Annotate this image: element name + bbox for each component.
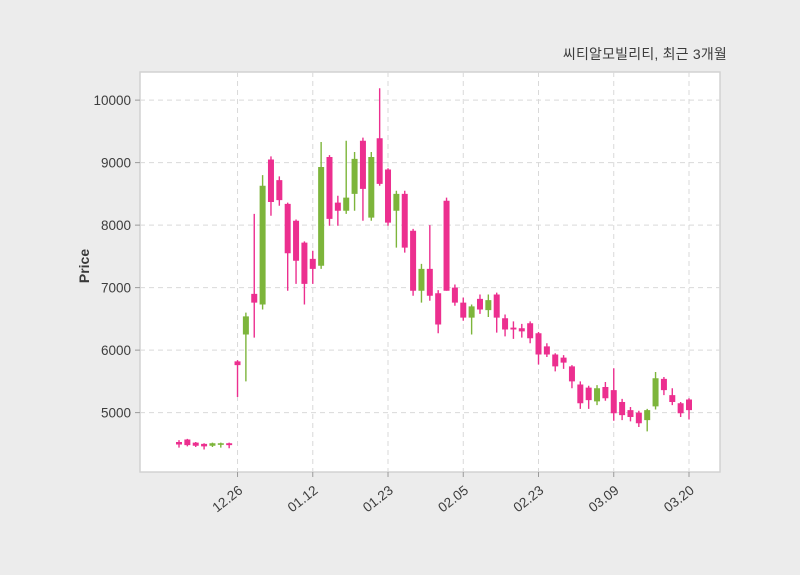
candle-body	[401, 193, 408, 248]
candle-body	[510, 327, 517, 330]
candle-body	[619, 402, 626, 416]
candle-body	[686, 399, 692, 411]
x-tick-label: 01.12	[285, 483, 321, 516]
candle-body	[351, 158, 358, 194]
candle-body	[192, 442, 199, 446]
candle-body	[226, 443, 233, 446]
x-tick-label: 12.26	[210, 483, 246, 516]
candle-body	[426, 268, 433, 296]
candle-body	[435, 293, 442, 325]
candle-body	[568, 366, 575, 382]
candle-body	[493, 294, 500, 318]
y-tick-label: 7000	[101, 281, 131, 296]
candle-body	[242, 316, 249, 335]
candle-body	[644, 410, 651, 421]
x-tick-label: 01.23	[360, 483, 396, 516]
candle-body	[443, 200, 450, 291]
x-tick-label: 03.20	[661, 483, 697, 516]
candle-body	[652, 378, 659, 407]
candle-body	[326, 157, 333, 219]
candle-body	[635, 412, 642, 424]
candle-body	[176, 442, 182, 445]
candle-body	[476, 298, 483, 310]
candle-body	[251, 293, 258, 303]
candle-body	[577, 384, 584, 404]
candle-body	[627, 410, 634, 417]
candle-body	[460, 302, 467, 318]
candle-body	[451, 287, 458, 303]
y-tick-label: 6000	[101, 343, 131, 358]
candle-body	[217, 443, 224, 445]
candle-body	[468, 306, 475, 318]
candle-body	[385, 169, 392, 223]
candle-body	[276, 180, 283, 201]
candle-body	[309, 258, 316, 269]
candle-body	[610, 390, 617, 414]
x-tick-label: 02.23	[510, 483, 546, 516]
candle-body	[410, 230, 417, 291]
x-tick-label: 03.09	[586, 483, 622, 516]
candle-body	[234, 361, 241, 366]
candle-body	[669, 395, 676, 402]
y-tick-label: 10000	[93, 93, 131, 108]
candle-body	[543, 346, 550, 355]
candle-body	[301, 242, 308, 284]
candle-body	[209, 443, 216, 446]
candle-body	[418, 268, 425, 291]
y-tick-label: 5000	[101, 406, 131, 421]
x-tick-label: 02.05	[435, 483, 471, 516]
candle-body	[594, 388, 601, 402]
candle-body	[552, 354, 559, 367]
candle-body	[485, 300, 492, 311]
chart-title: 씨티알모빌리티, 최근 3개월	[562, 46, 727, 62]
candle-body	[585, 387, 592, 401]
candle-body	[184, 439, 191, 446]
candle-body	[318, 167, 325, 266]
y-axis-label: Price	[76, 248, 92, 284]
candle-body	[376, 138, 383, 184]
candle-body	[393, 193, 400, 211]
candle-body	[343, 197, 350, 211]
candle-body	[368, 157, 375, 218]
candle-body	[293, 220, 300, 261]
candle-body	[259, 185, 266, 305]
candle-body	[660, 378, 667, 391]
candle-body	[334, 202, 341, 211]
candle-body	[560, 357, 567, 363]
y-tick-label: 8000	[101, 218, 131, 233]
candle-body	[502, 318, 509, 330]
candle-body	[267, 159, 274, 202]
candle-body	[535, 333, 542, 355]
candle-body	[359, 140, 366, 189]
candle-body	[677, 403, 684, 414]
candle-body	[201, 443, 208, 447]
candle-body	[527, 323, 534, 339]
candle-body	[284, 203, 291, 254]
y-tick-label: 9000	[101, 156, 131, 171]
candle-body	[602, 387, 609, 399]
candle-body	[518, 328, 525, 332]
